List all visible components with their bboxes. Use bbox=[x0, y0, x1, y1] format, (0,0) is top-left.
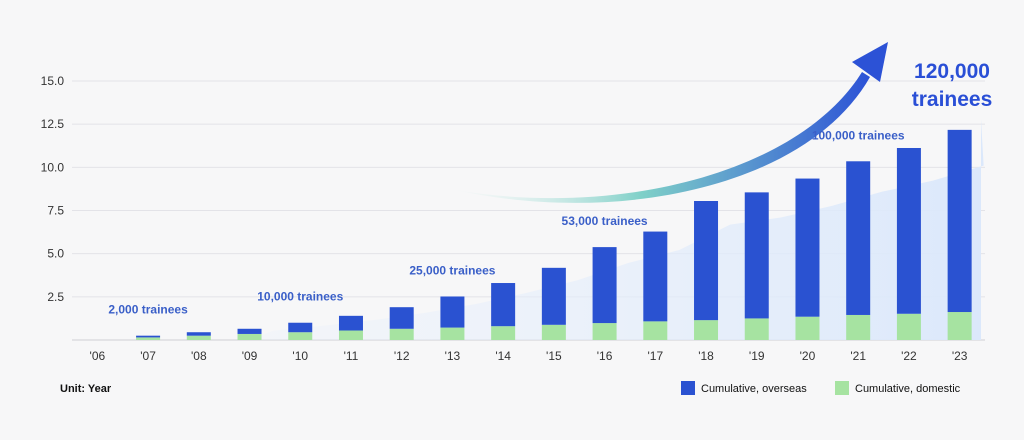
x-tick-label: '09 bbox=[242, 349, 258, 363]
bar-domestic bbox=[694, 320, 719, 340]
bar-domestic bbox=[643, 321, 668, 340]
bar-domestic bbox=[237, 333, 262, 340]
bar-overseas bbox=[288, 322, 313, 333]
x-tick-label: '16 bbox=[597, 349, 613, 363]
legend-label-overseas: Cumulative, overseas bbox=[701, 383, 807, 395]
y-tick-label: 7.5 bbox=[47, 204, 64, 218]
x-tick-label: '10 bbox=[292, 349, 308, 363]
bar-overseas bbox=[338, 315, 363, 331]
x-tick-label: '21 bbox=[850, 349, 866, 363]
y-tick-label: 12.5 bbox=[41, 117, 65, 131]
annotation-label: 53,000 trainees bbox=[562, 214, 648, 228]
annotation-label: 25,000 trainees bbox=[409, 263, 495, 277]
growth-arrow bbox=[455, 42, 888, 203]
legend-label-domestic: Cumulative, domestic bbox=[855, 383, 961, 395]
annotations: 2,000 trainees 10,000 trainees 25,000 trai… bbox=[108, 128, 904, 316]
y-tick-label: 2.5 bbox=[47, 290, 64, 304]
bar-overseas bbox=[947, 129, 972, 313]
bar-domestic bbox=[186, 335, 211, 340]
x-tick-label: '11 bbox=[344, 349, 359, 363]
bar-domestic bbox=[491, 326, 516, 340]
bar-overseas bbox=[846, 161, 871, 315]
bar-domestic bbox=[795, 316, 820, 340]
legend-swatch-overseas bbox=[681, 381, 695, 395]
unit-label: Unit: Year bbox=[60, 383, 112, 395]
bar-overseas bbox=[237, 328, 262, 334]
headline-number: 120,000 bbox=[914, 60, 990, 83]
bars bbox=[136, 129, 972, 340]
x-tick-label: '23 bbox=[952, 349, 968, 363]
x-tick-label: '22 bbox=[901, 349, 917, 363]
bar-overseas bbox=[896, 147, 921, 314]
bar-domestic bbox=[896, 313, 921, 340]
legend-swatch-domestic bbox=[835, 381, 849, 395]
annotation-label: 2,000 trainees bbox=[108, 303, 188, 317]
bar-overseas bbox=[795, 178, 820, 317]
x-tick-label: '07 bbox=[140, 349, 156, 363]
bar-domestic bbox=[947, 312, 972, 340]
annotation-label: 10,000 trainees bbox=[257, 290, 343, 304]
bar-overseas bbox=[136, 335, 161, 338]
annotation-label: 100,000 trainees bbox=[812, 128, 905, 142]
growth-area bbox=[249, 119, 984, 340]
bar-overseas bbox=[491, 283, 516, 327]
bar-domestic bbox=[440, 327, 465, 340]
bar-domestic bbox=[389, 328, 414, 340]
x-tick-label: '19 bbox=[749, 349, 765, 363]
bar-overseas bbox=[694, 201, 719, 321]
y-tick-label: 5.0 bbox=[47, 247, 64, 261]
bar-domestic bbox=[846, 314, 871, 340]
x-tick-label: '12 bbox=[394, 349, 410, 363]
bar-overseas bbox=[744, 192, 769, 319]
y-tick-label: 10.0 bbox=[41, 160, 65, 174]
growth-area-shape bbox=[249, 119, 984, 340]
bar-domestic bbox=[592, 323, 617, 340]
bar-overseas bbox=[592, 247, 617, 324]
x-tick-label: '13 bbox=[445, 349, 461, 363]
bar-domestic bbox=[338, 330, 363, 340]
x-tick-label: '14 bbox=[495, 349, 511, 363]
x-tick-label: '20 bbox=[800, 349, 816, 363]
bar-overseas bbox=[389, 307, 414, 329]
headline-unit: trainees bbox=[912, 88, 993, 111]
bar-domestic bbox=[288, 332, 313, 340]
x-tick-label: '18 bbox=[698, 349, 714, 363]
legend: Cumulative, overseas Cumulative, domesti… bbox=[681, 381, 961, 395]
x-tick-label: '08 bbox=[191, 349, 207, 363]
x-tick-label: '17 bbox=[647, 349, 663, 363]
bar-overseas bbox=[541, 267, 566, 325]
bar-domestic bbox=[136, 337, 161, 340]
bar-overseas bbox=[643, 231, 668, 322]
x-tick-label: '15 bbox=[546, 349, 562, 363]
bar-domestic bbox=[744, 318, 769, 340]
gridlines bbox=[72, 80, 985, 341]
growth-arrow-head bbox=[852, 42, 888, 82]
bar-overseas bbox=[186, 332, 211, 336]
bar-domestic bbox=[541, 324, 566, 340]
y-tick-label: 15.0 bbox=[41, 74, 65, 88]
bar-overseas bbox=[440, 296, 465, 328]
x-tick-label: '06 bbox=[90, 349, 106, 363]
